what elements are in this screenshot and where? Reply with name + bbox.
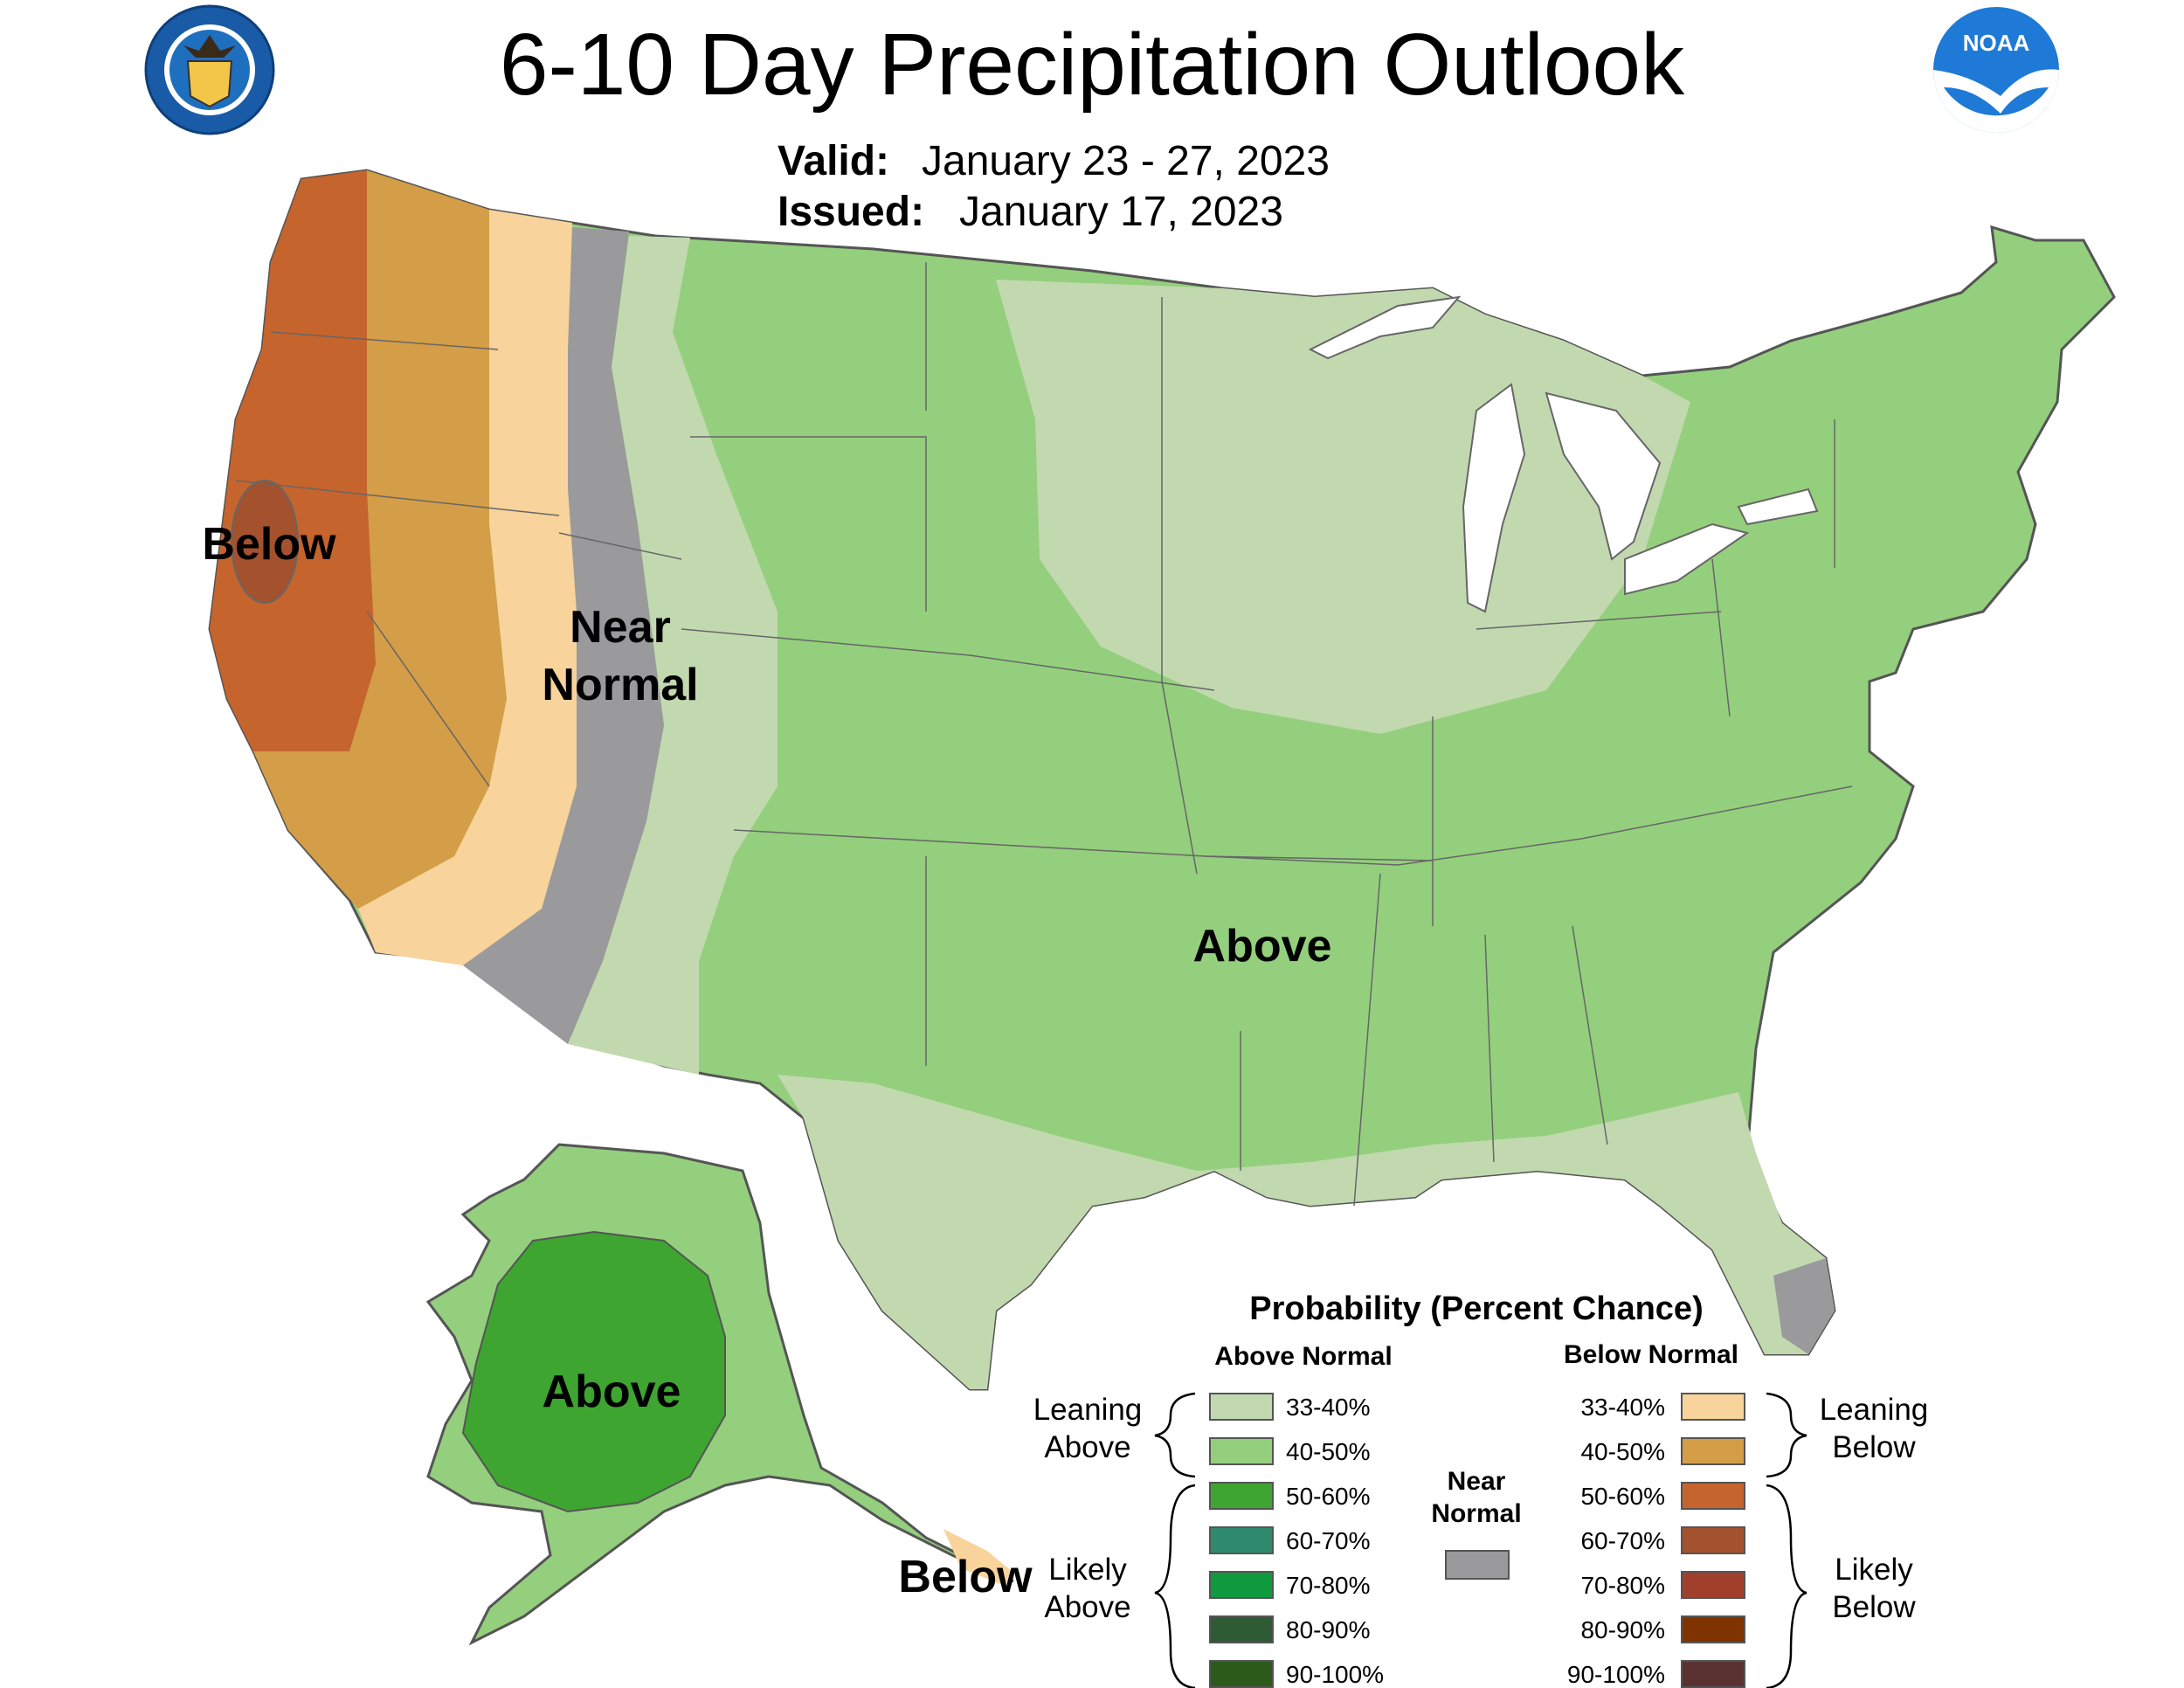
great-lake-ontario — [1737, 488, 1819, 526]
legend-below-bin-swatch — [1681, 1393, 1745, 1421]
state-borders — [235, 262, 1853, 1207]
legend-above-bin-label: 70-80% — [1286, 1572, 1371, 1599]
legend-below-swatches: 33-40% 40-50% 50-60% 60-70% 70-80% 80-90% 90-1… — [1567, 1393, 1745, 1688]
legend-leaning-below-2: Below — [1832, 1430, 1916, 1464]
legend-below-bin-swatch — [1681, 1615, 1745, 1643]
conus-map — [208, 169, 2116, 1391]
legend-below-bin-swatch — [1681, 1437, 1745, 1465]
valid-dates: January 23 - 27, 2023 — [922, 138, 1330, 184]
legend-above-bin-swatch — [1209, 1437, 1274, 1465]
near-normal-florida — [1773, 1258, 1835, 1354]
lean-above-midwest — [996, 280, 1690, 734]
legend-title: Probability (Percent Chance) — [1249, 1290, 1703, 1327]
issued-date: January 17, 2023 — [959, 189, 1283, 235]
legend-below-bin-label: 80-90% — [1580, 1616, 1665, 1643]
legend-above-bin-label: 90-100% — [1286, 1661, 1384, 1688]
legend-below-bin-swatch — [1681, 1482, 1745, 1510]
legend-leaning-above-2: Above — [1044, 1430, 1130, 1464]
legend-below-bin-label: 33-40% — [1580, 1394, 1665, 1421]
legend-below-bin-label: 40-50% — [1580, 1438, 1665, 1465]
legend-below-bin-label: 70-80% — [1580, 1572, 1665, 1599]
legend-above-bin-label: 33-40% — [1286, 1394, 1371, 1421]
legend-likely-below-1: Likely — [1835, 1553, 1913, 1587]
lean-above-south — [778, 1075, 1835, 1389]
region-label-above-alaska: Above — [543, 1366, 681, 1417]
legend-below-header: Below Normal — [1564, 1340, 1738, 1369]
legend-above-bin-swatch — [1209, 1660, 1274, 1688]
legend-above-swatches: 33-40% 40-50% 50-60% 60-70% 70-80% 80-90% 90-1… — [1209, 1393, 1384, 1688]
noaa-logo-icon: NOAA — [1933, 7, 2059, 133]
great-lake-huron — [1545, 391, 1662, 561]
lean-below-band — [358, 210, 577, 965]
legend-likely-above-1: Likely — [1048, 1553, 1127, 1587]
alaska-above-50-60 — [461, 1230, 726, 1513]
legend-below-bin-swatch — [1681, 1571, 1745, 1599]
lean-above-west-band — [568, 236, 778, 1075]
legend-likely-below-2: Below — [1832, 1590, 1916, 1624]
alaska-map — [425, 1143, 1014, 1646]
legend-above-bin-swatch — [1209, 1571, 1274, 1599]
legend-near-normal-swatch — [1445, 1550, 1510, 1580]
legend-above-bin-swatch — [1209, 1393, 1274, 1421]
great-lake-superior — [1308, 295, 1462, 360]
legend-above-bin-label: 60-70% — [1286, 1527, 1371, 1554]
great-lake-michigan — [1462, 383, 1526, 613]
noaa-logo-text: NOAA — [1963, 30, 2030, 56]
department-of-commerce-seal-icon — [144, 4, 275, 135]
region-label-below-west: Below — [202, 519, 336, 570]
below-40-50-band — [253, 170, 507, 909]
valid-label: Valid: — [778, 138, 889, 184]
region-label-below-alaska: Below — [898, 1552, 1033, 1602]
below-60-70-spot — [231, 480, 299, 604]
legend-above-bin-swatch — [1209, 1615, 1274, 1643]
alaska-lean-below — [943, 1529, 1013, 1586]
legend-below-bin-label: 90-100% — [1567, 1661, 1665, 1688]
legend-below-bin-label: 50-60% — [1580, 1483, 1665, 1510]
great-lake-erie — [1624, 522, 1750, 596]
region-label-near-normal: Near Normal — [542, 602, 698, 710]
legend-leaning-above-1: Leaning — [1033, 1393, 1143, 1427]
legend-below-bin-swatch — [1681, 1660, 1745, 1688]
legend-above-bin-swatch — [1209, 1526, 1274, 1554]
legend-below-bin-label: 60-70% — [1580, 1527, 1665, 1554]
legend-near-label-1: Near — [1448, 1467, 1506, 1496]
page-title: 6-10 Day Precipitation Outlook — [500, 16, 1685, 114]
legend: Probability (Percent Chance) Above Norma… — [1033, 1290, 1929, 1688]
legend-above-bin-label: 80-90% — [1286, 1616, 1371, 1643]
legend-near-label-2: Normal — [1431, 1499, 1521, 1528]
near-normal-band — [463, 227, 664, 1044]
below-50-60-band — [210, 170, 376, 751]
legend-below-bin-swatch — [1681, 1526, 1745, 1554]
legend-above-header: Above Normal — [1214, 1342, 1392, 1371]
region-label-above-central: Above — [1193, 921, 1332, 972]
legend-above-bin-label: 50-60% — [1286, 1483, 1371, 1510]
legend-above-bin-label: 40-50% — [1286, 1438, 1371, 1465]
issued-label: Issued: — [778, 189, 924, 235]
legend-likely-above-2: Above — [1044, 1590, 1130, 1624]
legend-above-bin-swatch — [1209, 1482, 1274, 1510]
legend-leaning-below-1: Leaning — [1820, 1393, 1929, 1427]
legend-braces — [1154, 1392, 1807, 1688]
